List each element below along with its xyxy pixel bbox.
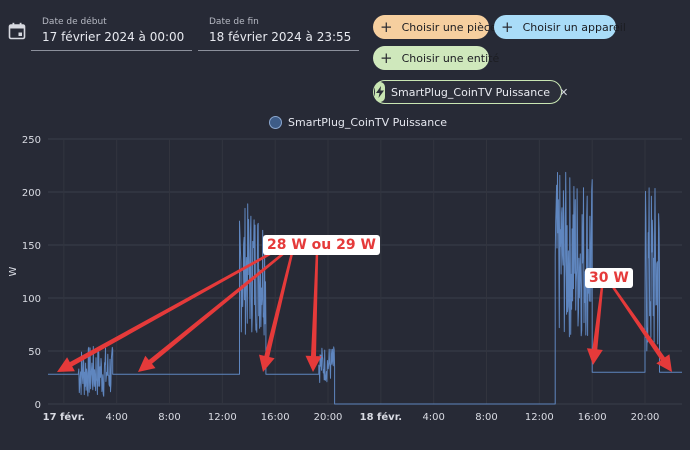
start-date-value: 17 février 2024 à 00:00 bbox=[42, 30, 185, 44]
annotation-arrow bbox=[57, 248, 278, 372]
y-tick-label: 50 bbox=[28, 347, 41, 358]
plus-icon: + bbox=[380, 49, 393, 67]
x-tick-label: 4:00 bbox=[422, 412, 444, 423]
x-tick-label: 4:00 bbox=[105, 412, 127, 423]
y-tick-label: 200 bbox=[22, 188, 41, 199]
x-tick-label: 16:00 bbox=[261, 412, 290, 423]
choose-device-label: Choisir un appareil bbox=[522, 20, 626, 34]
end-date-value: 18 février 2024 à 23:55 bbox=[209, 30, 352, 44]
plus-icon: + bbox=[380, 18, 393, 36]
x-tick-label: 17 févr. bbox=[43, 411, 85, 423]
annotation-label-30w: 30 W bbox=[585, 268, 633, 288]
choose-device-button[interactable]: + Choisir un appareil bbox=[494, 15, 626, 39]
x-tick-label: 20:00 bbox=[631, 412, 660, 423]
y-tick-label: 250 bbox=[22, 135, 41, 146]
end-date-field[interactable]: Date de fin 18 février 2024 à 23:55 bbox=[198, 12, 359, 51]
annotation-arrow bbox=[138, 252, 285, 372]
y-tick-label: 0 bbox=[35, 400, 41, 411]
x-tick-label: 16:00 bbox=[578, 412, 607, 423]
choose-entity-button[interactable]: + Choisir une entité bbox=[373, 46, 499, 70]
end-date-label: Date de fin bbox=[209, 17, 259, 27]
chart-legend[interactable]: SmartPlug_CoinTV Puissance bbox=[269, 116, 447, 129]
start-date-field[interactable]: Date de début 17 février 2024 à 00:00 bbox=[31, 12, 192, 51]
choose-entity-label: Choisir une entité bbox=[401, 51, 500, 65]
y-tick-label: 150 bbox=[22, 241, 41, 252]
lightning-bolt-icon bbox=[375, 82, 385, 102]
x-tick-label: 12:00 bbox=[208, 412, 237, 423]
y-axis-label: W bbox=[8, 266, 19, 276]
choose-room-button[interactable]: + Choisir une pièce bbox=[373, 15, 497, 39]
x-tick-label: 8:00 bbox=[475, 412, 497, 423]
legend-label: SmartPlug_CoinTV Puissance bbox=[288, 116, 448, 129]
selected-entity-chip[interactable]: SmartPlug_CoinTV Puissance ✕ bbox=[373, 80, 568, 104]
annotation-arrow bbox=[259, 252, 294, 372]
choose-room-label: Choisir une pièce bbox=[401, 20, 497, 34]
close-icon[interactable]: ✕ bbox=[559, 85, 569, 99]
x-tick-label: 8:00 bbox=[158, 412, 180, 423]
calendar-icon bbox=[8, 22, 26, 40]
selected-entity-label: SmartPlug_CoinTV Puissance bbox=[391, 85, 551, 99]
x-tick-label: 20:00 bbox=[314, 412, 343, 423]
annotation-arrow bbox=[612, 286, 672, 372]
start-date-label: Date de début bbox=[42, 17, 107, 27]
legend-swatch bbox=[269, 116, 282, 129]
x-tick-label: 18 févr. bbox=[360, 411, 402, 423]
annotation-arrow bbox=[586, 286, 604, 365]
annotation-arrow bbox=[305, 253, 322, 372]
x-tick-label: 12:00 bbox=[525, 412, 554, 423]
annotation-label-28-29w: 28 W ou 29 W bbox=[263, 235, 380, 255]
y-tick-label: 100 bbox=[22, 294, 41, 305]
plus-icon: + bbox=[501, 18, 514, 36]
